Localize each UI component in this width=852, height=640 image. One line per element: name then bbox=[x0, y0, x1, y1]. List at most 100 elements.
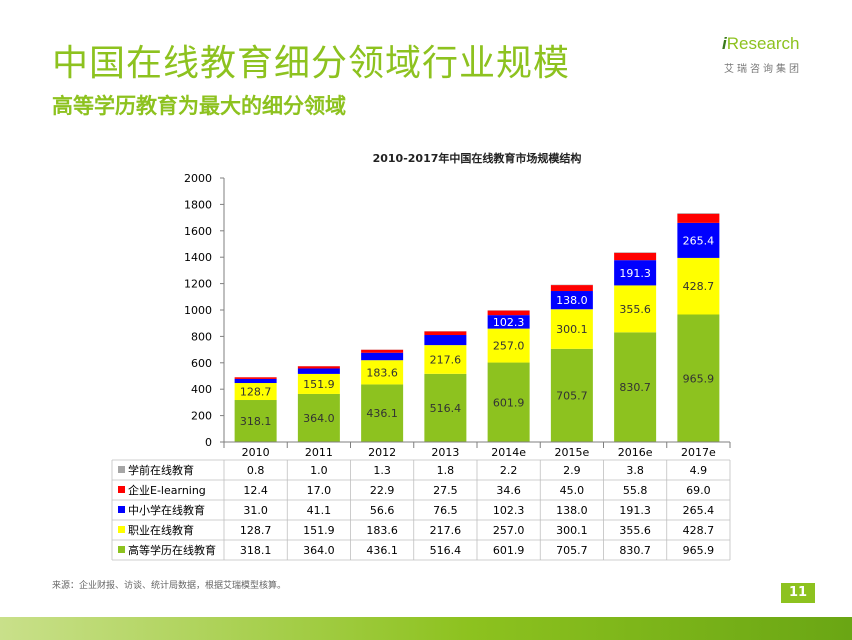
bar-segment bbox=[614, 285, 657, 333]
x-tick-label: 2016e bbox=[618, 446, 653, 459]
bar-segment bbox=[487, 328, 530, 363]
chart-title: 2010-2017年中国在线教育市场规模结构 bbox=[373, 151, 582, 165]
bar-segment bbox=[234, 378, 277, 384]
table-cell: 76.5 bbox=[433, 504, 458, 517]
data-label: 128.7 bbox=[240, 386, 272, 399]
data-label: 705.7 bbox=[556, 389, 588, 402]
table-cell: 428.7 bbox=[683, 524, 715, 537]
data-label: 830.7 bbox=[619, 381, 651, 394]
data-label: 151.9 bbox=[303, 378, 335, 391]
table-cell: 355.6 bbox=[619, 524, 651, 537]
bar-segment bbox=[614, 252, 657, 261]
bar-segment bbox=[614, 252, 657, 253]
data-label: 300.1 bbox=[556, 323, 588, 336]
table-cell: 69.0 bbox=[686, 484, 711, 497]
legend-swatch bbox=[118, 546, 125, 553]
bar-segment bbox=[424, 373, 467, 442]
table-cell: 41.1 bbox=[307, 504, 332, 517]
table-cell: 318.1 bbox=[240, 544, 272, 557]
page-number: 11 bbox=[781, 583, 815, 603]
bar-segment bbox=[487, 310, 530, 316]
table-cell: 265.4 bbox=[683, 504, 715, 517]
bar-segment bbox=[677, 213, 720, 214]
bar-segment bbox=[677, 213, 720, 223]
bar-segment bbox=[550, 348, 593, 442]
x-tick-label: 2013 bbox=[431, 446, 459, 459]
table-cell: 4.9 bbox=[690, 464, 708, 477]
table-cell: 22.9 bbox=[370, 484, 395, 497]
x-tick-label: 2010 bbox=[242, 446, 270, 459]
y-tick-label: 1000 bbox=[184, 304, 212, 317]
y-tick-label: 1600 bbox=[184, 225, 212, 238]
data-label: 965.9 bbox=[683, 372, 715, 385]
logo-brand: iResearch bbox=[722, 34, 800, 54]
table-cell: 0.8 bbox=[247, 464, 265, 477]
bar-segment bbox=[614, 332, 657, 442]
table-cell: 965.9 bbox=[683, 544, 715, 557]
x-tick-label: 2015e bbox=[554, 446, 589, 459]
bar-segment bbox=[550, 309, 593, 349]
bar-segment bbox=[550, 291, 593, 310]
table-cell: 56.6 bbox=[370, 504, 395, 517]
bar-segment bbox=[677, 222, 720, 258]
y-tick-label: 800 bbox=[191, 330, 212, 343]
table-cell: 55.8 bbox=[623, 484, 648, 497]
table-cell: 31.0 bbox=[243, 504, 268, 517]
table-cell: 217.6 bbox=[430, 524, 462, 537]
table-cell: 257.0 bbox=[493, 524, 525, 537]
table-cell: 830.7 bbox=[619, 544, 651, 557]
bar-segment bbox=[361, 384, 404, 442]
bar-segment bbox=[424, 335, 467, 346]
data-label: 183.6 bbox=[366, 366, 398, 379]
table-cell: 3.8 bbox=[626, 464, 644, 477]
table-cell: 34.6 bbox=[496, 484, 521, 497]
bar-segment bbox=[361, 352, 404, 361]
table-cell: 516.4 bbox=[430, 544, 462, 557]
page-title: 中国在线教育细分领域行业规模 bbox=[52, 43, 571, 84]
bar-segment bbox=[297, 368, 340, 374]
table-cell: 300.1 bbox=[556, 524, 588, 537]
data-label: 601.9 bbox=[493, 396, 525, 409]
x-tick-label: 2012 bbox=[368, 446, 396, 459]
bar-segment bbox=[361, 349, 404, 353]
data-label: 265.4 bbox=[683, 234, 715, 247]
table-cell: 1.0 bbox=[310, 464, 328, 477]
table-cell: 151.9 bbox=[303, 524, 335, 537]
bottom-decor-bar bbox=[0, 617, 852, 640]
bar-segment bbox=[677, 314, 720, 442]
bar-segment bbox=[677, 257, 720, 315]
legend-swatch bbox=[118, 506, 125, 513]
y-tick-label: 1800 bbox=[184, 198, 212, 211]
data-label: 364.0 bbox=[303, 412, 335, 425]
bar-segment bbox=[487, 362, 530, 442]
y-tick-label: 1200 bbox=[184, 278, 212, 291]
y-tick-label: 0 bbox=[205, 436, 212, 449]
legend-swatch bbox=[118, 466, 125, 473]
table-cell: 128.7 bbox=[240, 524, 272, 537]
table-cell: 12.4 bbox=[243, 484, 268, 497]
table-cell: 102.3 bbox=[493, 504, 525, 517]
legend-label: 职业在线教育 bbox=[128, 523, 194, 537]
data-label: 355.6 bbox=[619, 303, 651, 316]
legend-swatch bbox=[118, 526, 125, 533]
data-label: 516.4 bbox=[430, 402, 462, 415]
data-label: 102.3 bbox=[493, 316, 525, 329]
bar-segment bbox=[614, 260, 657, 286]
bar-segment bbox=[297, 373, 340, 394]
data-label: 191.3 bbox=[619, 267, 651, 280]
table-cell: 2.2 bbox=[500, 464, 518, 477]
data-label: 217.6 bbox=[430, 353, 462, 366]
table-cell: 183.6 bbox=[366, 524, 398, 537]
bar-segment bbox=[550, 285, 593, 292]
y-tick-label: 2000 bbox=[184, 172, 212, 185]
table-cell: 27.5 bbox=[433, 484, 458, 497]
y-tick-label: 200 bbox=[191, 410, 212, 423]
x-tick-label: 2014e bbox=[491, 446, 526, 459]
logo-research: Research bbox=[726, 34, 800, 53]
table-cell: 45.0 bbox=[560, 484, 585, 497]
y-tick-label: 1400 bbox=[184, 251, 212, 264]
bar-segment bbox=[234, 377, 277, 379]
table-cell: 138.0 bbox=[556, 504, 588, 517]
x-tick-label: 2017e bbox=[681, 446, 716, 459]
bar-segment bbox=[424, 345, 467, 374]
